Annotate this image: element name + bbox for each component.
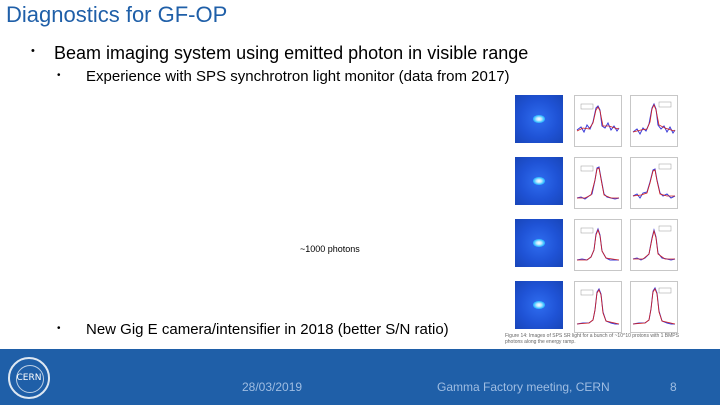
beam-camera-image <box>515 281 563 329</box>
cern-logo-ring <box>16 365 44 393</box>
cern-logo-text: CERN <box>16 373 42 383</box>
bullet-marker: • <box>57 70 61 81</box>
page-number: 8 <box>670 380 677 394</box>
figure-row <box>512 95 680 151</box>
bullet-marker: • <box>57 323 61 334</box>
slide-title: Diagnostics for GF-OP <box>6 2 228 27</box>
beam-camera-image <box>515 95 563 143</box>
vertical-profile-plot <box>630 219 678 271</box>
vertical-profile-plot <box>630 281 678 333</box>
vertical-profile-plot <box>630 157 678 209</box>
cern-logo-icon: CERN <box>8 357 50 399</box>
horizontal-profile-plot <box>574 157 622 209</box>
beam-image-figure <box>512 95 680 333</box>
footer-meeting: Gamma Factory meeting, CERN <box>437 380 610 394</box>
bullet-text: Beam imaging system using emitted photon… <box>54 43 529 63</box>
footer-date: 28/03/2019 <box>242 380 303 394</box>
beam-camera-image <box>515 157 563 205</box>
figure-row <box>512 157 680 213</box>
subbullet-text: Experience with SPS synchrotron light mo… <box>86 68 510 85</box>
subbullet-gige-camera: • New Gig E camera/intensifier in 2018 (… <box>0 321 720 341</box>
photons-label: ~1000 photons <box>300 244 360 254</box>
beam-spot <box>533 301 545 309</box>
horizontal-profile-plot <box>574 281 622 333</box>
beam-spot <box>533 239 545 247</box>
horizontal-profile-plot <box>574 95 622 147</box>
figure-row <box>512 219 680 275</box>
subbullet-text: New Gig E camera/intensifier in 2018 (be… <box>86 321 449 338</box>
vertical-profile-plot <box>630 95 678 147</box>
figure-row <box>512 281 680 337</box>
figure-caption: Figure 14: Images of SPS SR light for a … <box>505 333 679 345</box>
beam-spot <box>533 177 545 185</box>
horizontal-profile-plot <box>574 219 622 271</box>
beam-camera-image <box>515 219 563 267</box>
footer-bar: CERN 28/03/2019 Gamma Factory meeting, C… <box>0 349 720 405</box>
bullet-beam-imaging: • Beam imaging system using emitted phot… <box>0 43 720 65</box>
subbullet-sps-experience: • Experience with SPS synchrotron light … <box>0 68 720 88</box>
bullet-marker: • <box>31 45 35 57</box>
beam-spot <box>533 115 545 123</box>
